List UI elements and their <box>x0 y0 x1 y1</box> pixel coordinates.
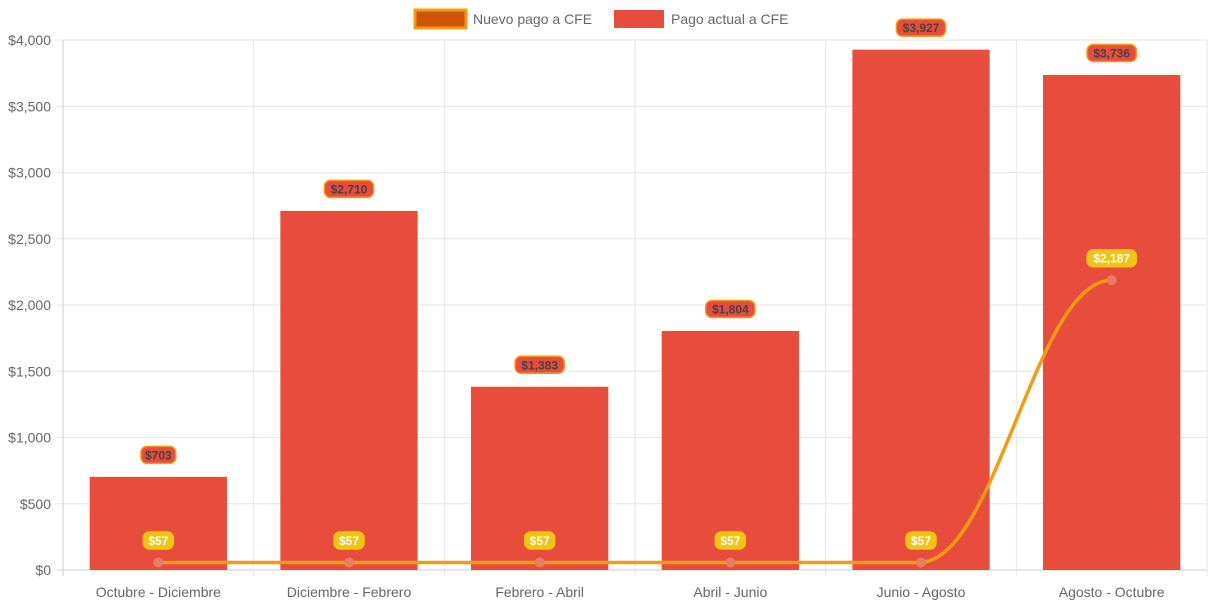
bar <box>661 330 799 570</box>
line-point <box>153 557 164 568</box>
y-tick-label: $1,000 <box>8 430 51 446</box>
x-tick-label: Febrero - Abril <box>495 584 584 600</box>
line-point <box>725 557 736 568</box>
legend-label-pago-actual: Pago actual a CFE <box>671 11 789 27</box>
bar-series <box>89 49 1181 571</box>
y-tick-label: $0 <box>35 562 51 578</box>
line-value-label-bg <box>1086 248 1138 268</box>
bar <box>280 210 418 571</box>
bar-value-label-bg <box>323 179 375 199</box>
y-tick-label: $4,000 <box>8 32 51 48</box>
bar-value-label-bg <box>140 445 177 465</box>
line-value-label: $57 <box>911 534 931 548</box>
line-value-label-bg <box>142 531 175 550</box>
y-tick-label: $2,500 <box>8 231 51 247</box>
y-tick-label: $2,000 <box>8 297 51 313</box>
x-tick-label: Diciembre - Febrero <box>287 584 412 600</box>
line-series <box>153 275 1117 568</box>
bar-value-label-bg <box>514 355 566 375</box>
line-value-label: $57 <box>530 534 550 548</box>
line-value-label-bg <box>333 531 365 550</box>
line-point <box>344 557 354 568</box>
x-axis: Octubre - Diciembre Diciembre - Febrero Fe… <box>96 584 1165 600</box>
bar-value-label: $3,927 <box>903 21 940 35</box>
legend-item-pago-actual[interactable]: Pago actual a CFE <box>614 10 789 28</box>
x-tick-label: Octubre - Diciembre <box>96 584 221 600</box>
line-point <box>1106 275 1117 286</box>
bar-value-label: $1,383 <box>521 358 558 372</box>
y-tick-label: $1,500 <box>8 363 51 379</box>
line-value-label: $57 <box>148 534 168 548</box>
legend-swatch-nuevo-pago <box>413 8 468 30</box>
bar-value-label: $2,710 <box>331 182 368 196</box>
line-value-label-bg <box>714 531 747 550</box>
bar-value-label-bg <box>1086 43 1138 63</box>
legend-swatch-pago-actual <box>614 10 664 28</box>
bar <box>852 49 990 571</box>
line-path <box>158 278 1112 565</box>
line-value-label: $57 <box>720 534 740 548</box>
line-value-label: $2,187 <box>1093 252 1130 266</box>
data-labels: $703 $2,710 $1,383 $1,804 $3,927 $3,736 $57 $57… <box>140 18 1138 550</box>
y-tick-label: $500 <box>20 496 51 512</box>
line-value-label-bg <box>905 531 937 550</box>
x-tick-label: Agosto - Octubre <box>1059 584 1165 600</box>
legend: Nuevo pago a CFE Pago actual a CFE <box>413 8 789 30</box>
bar-value-label: $3,736 <box>1093 46 1130 60</box>
bar-value-label: $1,804 <box>712 302 749 316</box>
line-point <box>534 557 545 568</box>
y-axis: $0 $500 $1,000 $1,500 $2,000 $2,500 $3,000 $3,5… <box>8 32 51 578</box>
bar-value-label: $703 <box>145 448 172 462</box>
legend-item-nuevo-pago[interactable]: Nuevo pago a CFE <box>413 8 592 30</box>
y-tick-label: $3,000 <box>8 165 51 181</box>
grid-lines <box>57 39 1208 576</box>
bar <box>89 476 227 570</box>
bar-value-label-bg <box>704 299 756 319</box>
y-tick-label: $3,500 <box>8 98 51 114</box>
line-value-label: $57 <box>339 534 359 548</box>
x-tick-label: Abril - Junio <box>693 584 767 600</box>
bar <box>1043 74 1181 570</box>
line-point <box>916 557 926 568</box>
bar-value-label-bg <box>895 18 947 37</box>
line-value-label-bg <box>523 531 556 550</box>
x-tick-label: Junio - Agosto <box>877 584 966 600</box>
legend-label-nuevo-pago: Nuevo pago a CFE <box>473 11 592 27</box>
